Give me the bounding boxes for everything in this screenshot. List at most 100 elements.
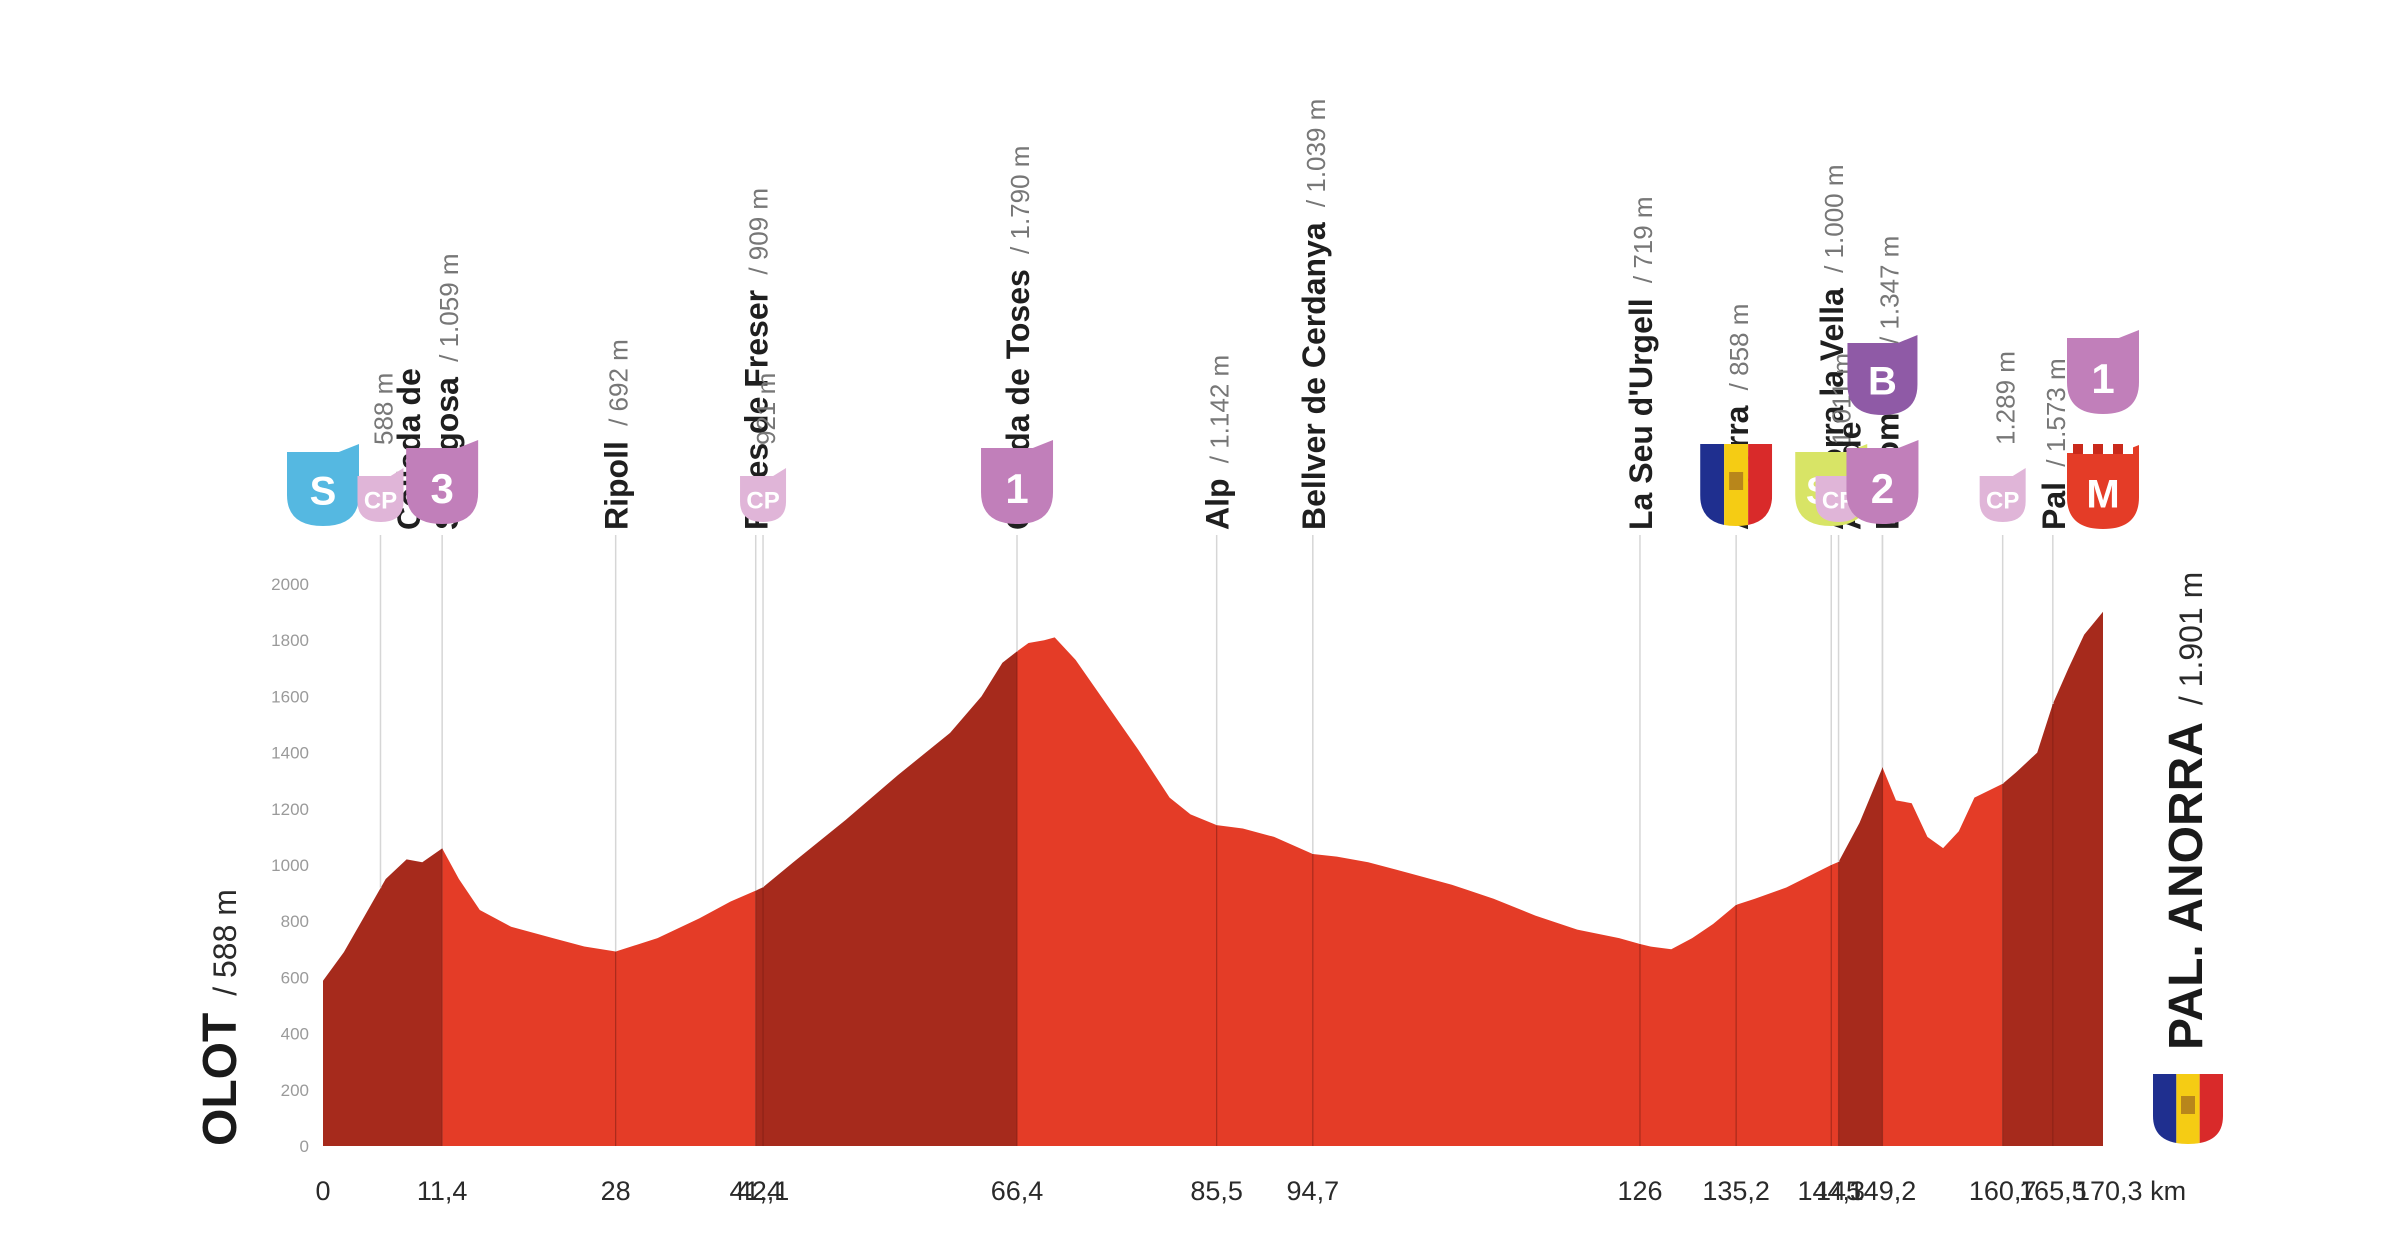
y-tick-label: 200 [281,1081,309,1100]
finish-flag-blue [2153,1074,2177,1144]
flag-stripe-red [1748,444,1773,526]
y-tick-label: 600 [281,968,309,987]
point-label-3: Ripoll / 692 m [599,339,635,530]
climb-category-text: 2 [1871,465,1894,512]
y-tick-label: 1000 [271,856,309,875]
x-tick-label: 170,3 km [2075,1176,2186,1206]
x-tick-label: 42,1 [737,1176,790,1206]
climb-category-badge [406,440,479,524]
y-tick-label: 0 [300,1137,309,1156]
start-badge-text: S [310,469,337,513]
point-altitude: / 1.059 m [434,253,464,369]
climb-category-badge [1846,440,1919,524]
bonus-badge-text: B [1868,359,1897,403]
checkpoint-badge-text: CP [364,488,397,515]
elevation-area-layer [323,611,2103,1146]
finish-altitude: / 1.901 m [2173,572,2209,714]
point-label-5: 921 m [751,373,781,445]
start-badge [287,444,359,526]
y-tick-label: 400 [281,1025,309,1044]
point-label-8: Bellver de Cerdanya / 1.039 m [1296,99,1332,530]
badge-layer: SCP3CP1SPCP2BCP1M [287,330,2139,529]
y-tick-label: 2000 [271,575,309,594]
final-climb-category-text: 1 [2091,355,2114,402]
climb-category-text: 1 [1005,465,1028,512]
elevation-segment-light [1882,767,2003,1146]
finish-name: PAL. ANORRA [2160,722,2213,1050]
point-label-9: La Seu d'Urgell / 719 m [1623,196,1659,530]
climb-category-badge [981,440,1054,524]
finish-checker [2083,444,2093,454]
x-tick-label: 0 [315,1176,330,1206]
finish-flag-red [2199,1074,2223,1144]
point-altitude: / 692 m [604,339,634,433]
finish-badge-text: M [2086,472,2119,516]
x-tick-label: 145 [1816,1176,1861,1206]
finish-badge [2067,445,2139,529]
point-label-16: Pal / 1.573 m [2036,358,2072,530]
point-altitude: / 1.142 m [1205,355,1235,471]
x-tick-label: 41,4 [729,1176,782,1206]
checkpoint-badge-text: CP [1986,488,2019,515]
y-tick-label: 1200 [271,800,309,819]
finish-checker [2073,444,2083,454]
finish-andorra-flag [2153,1074,2223,1144]
y-tick-label: 1400 [271,744,309,763]
checkpoint-badge [740,468,787,522]
point-altitude: / 719 m [1628,196,1658,290]
point-altitude: 1.289 m [1991,351,2021,445]
y-tick-label: 1600 [271,687,309,706]
finish-checker [2123,444,2133,454]
x-tick-layer: 0 11,4 28 41,442,1 66,4 85,5 94,7 126 135,2 144,3… [315,1176,2186,1206]
elevation-segment-dark [323,848,443,1146]
flag-stripe-blue [1700,444,1725,526]
y-axis-layer: 0 200 400 600 800 1000 1200 1400 1600 1800 2000 [271,575,309,1156]
point-name: Alp [1200,478,1236,530]
finish-checker [2093,444,2103,454]
point-altitude: 921 m [751,373,781,445]
start-altitude: / 588 m [207,889,243,1005]
elevation-segment-dark [755,651,1018,1146]
checkpoint-badge [357,468,404,522]
point-name: Ripoll [599,441,635,530]
x-tick-label: 149,2 [1849,1176,1917,1206]
elevation-segment-light [442,848,756,1146]
checkpoint-badge-text: CP [746,488,779,515]
point-altitude: / 909 m [744,188,774,282]
leader-line-layer [379,535,2054,1146]
x-tick-label: 28 [601,1176,631,1206]
x-tick-label: 160,7 [1969,1176,2037,1206]
elevation-segment-dark [1838,767,1883,1146]
x-tick-label: 165,5 [2019,1176,2087,1206]
x-tick-label: 144,3 [1797,1176,1865,1206]
start-finish-layer: OLOT / 588 m PAL. ANORRA / 1.901 m [194,572,2223,1146]
point-name: Bellver de Cerdanya [1296,222,1332,530]
point-label-15: 1.289 m [1991,351,2021,445]
point-label-7: Alp / 1.142 m [1200,355,1236,530]
point-label-1: 588 m [368,373,398,445]
point-altitude: / 1.573 m [2041,358,2071,474]
point-altitude: / 1.039 m [1301,99,1331,215]
point-altitude: / 1.790 m [1005,146,1035,262]
finish-label: PAL. ANORRA / 1.901 m [2160,572,2213,1050]
y-tick-label: 800 [281,912,309,931]
x-tick-label: 85,5 [1190,1176,1243,1206]
point-name: Pal [2036,482,2072,530]
point-altitude: / 1.000 m [1819,165,1849,281]
andorra-flag-badge [1700,444,1773,526]
point-altitude: / 1.347 m [1874,236,1904,352]
x-tick-label: 11,4 [417,1176,468,1206]
x-tick-label: 135,2 [1702,1176,1770,1206]
finish-checker [2113,444,2123,454]
climb-category-text: 3 [430,465,453,512]
finish-checker [2103,444,2113,454]
x-tick-label: 66,4 [991,1176,1044,1206]
y-tick-label: 1800 [271,631,309,650]
finish-flag-coat-of-arms [2181,1096,2195,1114]
start-label: OLOT / 588 m [194,889,247,1146]
final-climb-category-badge [2067,330,2139,414]
flag-coat-of-arms [1729,472,1744,490]
point-altitude: 588 m [368,373,398,445]
elevation-segment-light [1017,637,1839,1146]
